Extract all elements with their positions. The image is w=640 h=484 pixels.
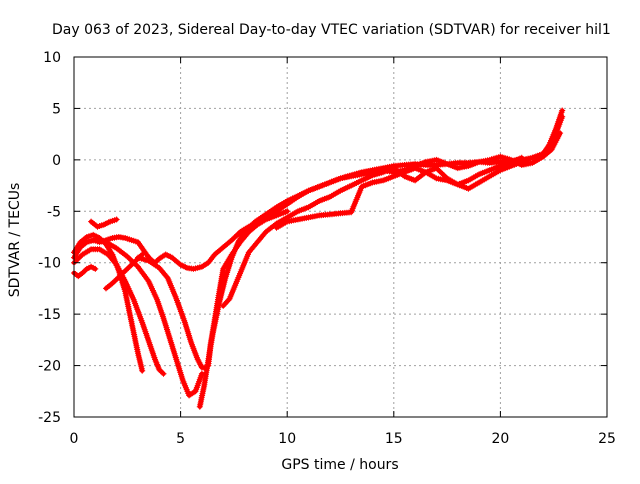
data-series bbox=[103, 251, 146, 292]
y-tick-label: 0 bbox=[52, 153, 61, 169]
x-tick-label: 20 bbox=[491, 431, 509, 447]
data-points bbox=[220, 154, 525, 309]
data-series bbox=[71, 263, 99, 280]
x-axis-label: GPS time / hours bbox=[281, 457, 398, 473]
y-tick-label: -15 bbox=[38, 307, 61, 323]
plot-frame bbox=[73, 56, 608, 418]
tick-label-layer: 0 5 10 15 20 25 -25 -20 -15 -10 -5 0 5 10 bbox=[38, 50, 616, 447]
data-points bbox=[88, 216, 120, 230]
data-points bbox=[273, 113, 566, 231]
data-series bbox=[71, 237, 205, 399]
data-series-band bbox=[71, 108, 565, 272]
x-tick-label: 5 bbox=[176, 431, 185, 447]
x-tick-label: 10 bbox=[278, 431, 296, 447]
x-tick-label: 15 bbox=[385, 431, 403, 447]
tick-layer bbox=[73, 56, 608, 418]
data-series bbox=[273, 113, 566, 231]
x-tick-label: 25 bbox=[598, 431, 616, 447]
x-tick-label: 0 bbox=[70, 431, 79, 447]
data-series bbox=[220, 154, 525, 309]
y-tick-label: -20 bbox=[38, 359, 61, 375]
y-tick-label: -10 bbox=[38, 256, 61, 272]
y-tick-label: -5 bbox=[47, 204, 61, 220]
data-series bbox=[88, 216, 120, 230]
y-tick-label: 10 bbox=[43, 50, 61, 66]
y-axis-label: SDTVAR / TECUs bbox=[7, 183, 23, 298]
y-tick-label: 5 bbox=[52, 101, 61, 117]
chart-title: Day 063 of 2023, Sidereal Day-to-day VTE… bbox=[52, 22, 611, 38]
data-layer bbox=[71, 107, 566, 410]
data-points bbox=[103, 251, 146, 292]
y-tick-label: -25 bbox=[38, 410, 61, 426]
data-points bbox=[71, 107, 566, 272]
data-series bbox=[71, 107, 566, 272]
